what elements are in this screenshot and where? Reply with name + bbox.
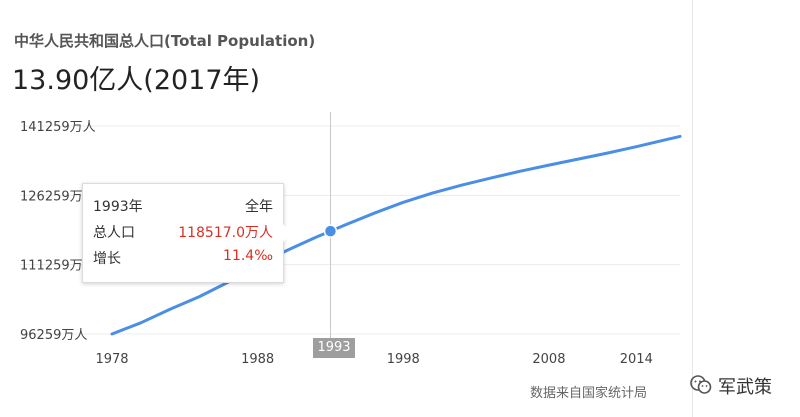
tooltip-growth-value: 11.4‰: [223, 248, 273, 264]
hover-x-label: 1993: [313, 338, 355, 358]
population-series-line: [110, 134, 682, 336]
x-axis-ticks: 1978 1988 1998 2008 2014: [95, 352, 652, 367]
tooltip-population-label: 总人口: [93, 225, 135, 241]
x-tick-label: 2008: [532, 352, 565, 367]
watermark-text: 军武策: [718, 377, 772, 398]
tooltip-period: 全年: [245, 199, 273, 215]
hover-point: [323, 224, 338, 238]
data-source: 数据来自国家统计局: [530, 386, 648, 401]
population-value: 13.90亿人(2017年): [12, 65, 261, 96]
y-tick-label: 141259万人: [20, 120, 96, 135]
tooltip-year: 1993年: [93, 199, 143, 215]
chart-title: 中华人民共和国总人口(Total Population): [14, 32, 316, 50]
y-tick-label: 111259万人: [20, 259, 96, 274]
x-tick-label: 2014: [620, 352, 653, 367]
tooltip-growth-label: 增长: [93, 251, 121, 267]
y-axis-ticks: 141259万人 126259万人 111259万人 96259万人: [20, 120, 96, 343]
card-divider: [692, 0, 693, 417]
x-tick-label: 1998: [387, 352, 420, 367]
wechat-icon: [690, 375, 712, 394]
x-tick-label: 1988: [241, 352, 274, 367]
population-line-chart[interactable]: 141259万人 126259万人 111259万人 96259万人 1978 1988…: [0, 0, 690, 417]
y-tick-label: 126259万人: [20, 189, 96, 204]
data-tooltip: 1993年 全年 总人口 118517.0万人 增长 11.4‰: [82, 183, 292, 283]
watermark: 军武策: [688, 368, 798, 402]
x-tick-label: 1978: [95, 352, 128, 367]
chart-card: 中华人民共和国总人口(Total Population) 13.90亿人(201…: [0, 0, 690, 417]
tooltip-population-value: 118517.0万人: [178, 225, 273, 241]
y-tick-label: 96259万人: [20, 328, 87, 343]
